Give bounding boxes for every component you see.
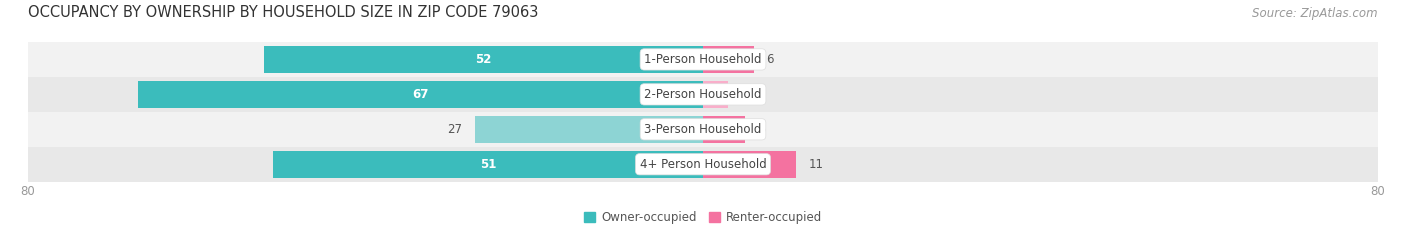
Legend: Owner-occupied, Renter-occupied: Owner-occupied, Renter-occupied (579, 206, 827, 229)
Bar (28, 112, 1378, 147)
Bar (28, 42, 1378, 77)
Text: 52: 52 (475, 53, 492, 66)
Text: 4+ Person Household: 4+ Person Household (640, 158, 766, 171)
Bar (28, 147, 1378, 182)
Text: 0: 0 (716, 88, 723, 101)
Bar (475, 116, 703, 143)
Bar (703, 81, 728, 108)
Text: 27: 27 (447, 123, 463, 136)
Bar (273, 151, 703, 178)
Text: 67: 67 (412, 88, 429, 101)
Text: OCCUPANCY BY OWNERSHIP BY HOUSEHOLD SIZE IN ZIP CODE 79063: OCCUPANCY BY OWNERSHIP BY HOUSEHOLD SIZE… (28, 5, 538, 20)
Text: Source: ZipAtlas.com: Source: ZipAtlas.com (1253, 7, 1378, 20)
Text: 3-Person Household: 3-Person Household (644, 123, 762, 136)
Bar (138, 81, 703, 108)
Text: 5: 5 (758, 123, 765, 136)
Bar (703, 46, 754, 73)
Text: 6: 6 (766, 53, 773, 66)
Text: 2-Person Household: 2-Person Household (644, 88, 762, 101)
Bar (28, 77, 1378, 112)
Text: 1-Person Household: 1-Person Household (644, 53, 762, 66)
Text: 51: 51 (479, 158, 496, 171)
Bar (264, 46, 703, 73)
Bar (703, 116, 745, 143)
Text: 11: 11 (808, 158, 824, 171)
Bar (703, 151, 796, 178)
